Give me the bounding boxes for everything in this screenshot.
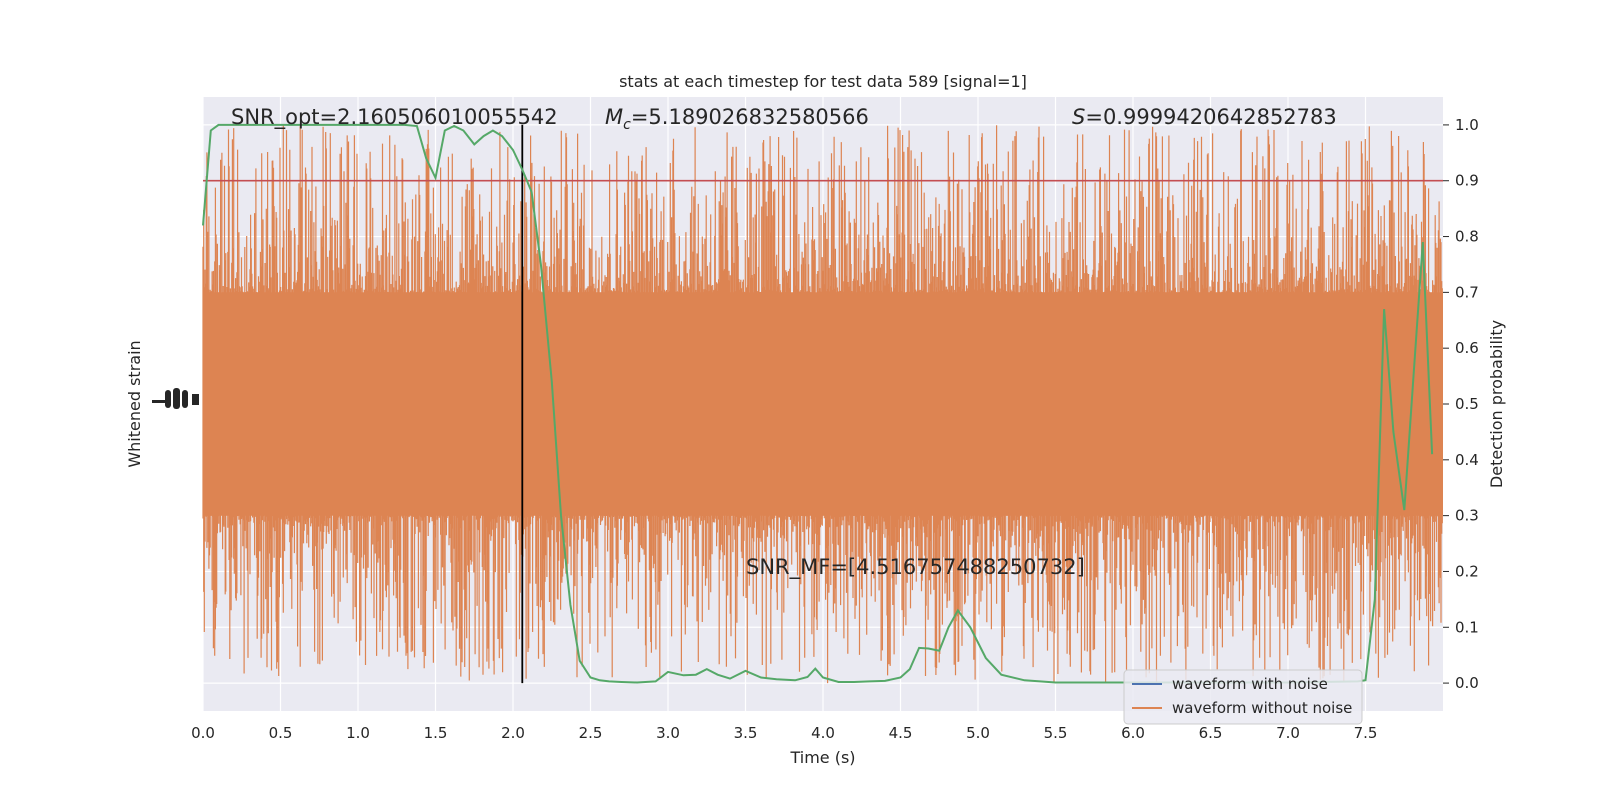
probability-line [202, 123, 1434, 684]
x-tick-label: 0.0 [191, 724, 215, 742]
snr-opt-annotation: SNR_opt=2.160506010055542 [231, 105, 558, 130]
y-axis-label-left: Whitened strain [125, 340, 144, 467]
y-right-tick-label: 0.1 [1455, 618, 1479, 636]
y-right-tick-label: 0.8 [1455, 228, 1479, 246]
snr-mf-annotation: SNR_MF=[4.516757488250732] [746, 555, 1085, 580]
y-right-tick-label: 0.7 [1455, 283, 1479, 301]
left-axis-overlapped-ticks [152, 388, 199, 409]
legend: waveform with noise waveform without noi… [1123, 669, 1363, 725]
x-tick-label: 7.0 [1276, 724, 1300, 742]
chart-title: stats at each timestep for test data 589… [619, 72, 1027, 91]
strain-spikes [202, 125, 1443, 684]
x-tick-label: 6.5 [1199, 724, 1223, 742]
strain-series [202, 125, 1443, 684]
legend-label-without-noise: waveform without noise [1172, 699, 1352, 717]
x-tick-label: 4.0 [811, 724, 835, 742]
y-right-tick-label: 0.2 [1455, 562, 1479, 580]
y-right-tick-label: 0.5 [1455, 395, 1479, 413]
chirp-mass-annotation: Mc=5.189026832580566 [605, 105, 869, 133]
legend-box [1123, 669, 1363, 725]
s-annotation: S=0.9999420642852783 [1072, 105, 1337, 129]
x-tick-label: 6.0 [1121, 724, 1145, 742]
legend-label-with-noise: waveform with noise [1172, 675, 1328, 693]
y-right-tick-label: 0.3 [1455, 507, 1479, 525]
x-tick-label: 5.5 [1044, 724, 1068, 742]
x-tick-label: 3.0 [656, 724, 680, 742]
y-right-tick-label: 1.0 [1455, 116, 1479, 134]
x-tick-label: 7.5 [1354, 724, 1378, 742]
probability-series-group [202, 123, 1434, 684]
y-right-tick-label: 0.6 [1455, 339, 1479, 357]
x-tick-label: 4.5 [889, 724, 913, 742]
x-tick-label: 1.0 [346, 724, 370, 742]
x-tick-label: 3.5 [734, 724, 758, 742]
y-right-tick-label: 0.9 [1455, 172, 1479, 190]
x-axis-label: Time (s) [789, 748, 855, 767]
x-tick-labels: 0.0 0.5 1.0 1.5 2.0 2.5 3.0 3.5 4.0 4.5 5.0 5.5 6.0 6… [191, 724, 1377, 742]
x-tick-label: 2.5 [579, 724, 603, 742]
x-tick-label: 0.5 [269, 724, 293, 742]
x-tick-label: 2.0 [501, 724, 525, 742]
y-right-tick-label: 0.4 [1455, 451, 1479, 469]
x-tick-label: 1.5 [424, 724, 448, 742]
x-tick-label: 5.0 [966, 724, 990, 742]
y-right-tick-label: 0.0 [1455, 674, 1479, 692]
y-right-tick-labels: 0.0 0.1 0.2 0.3 0.4 0.5 0.6 0.7 0.8 0.9 1.0 [1443, 116, 1479, 692]
y-axis-label-right: Detection probability [1487, 320, 1506, 488]
